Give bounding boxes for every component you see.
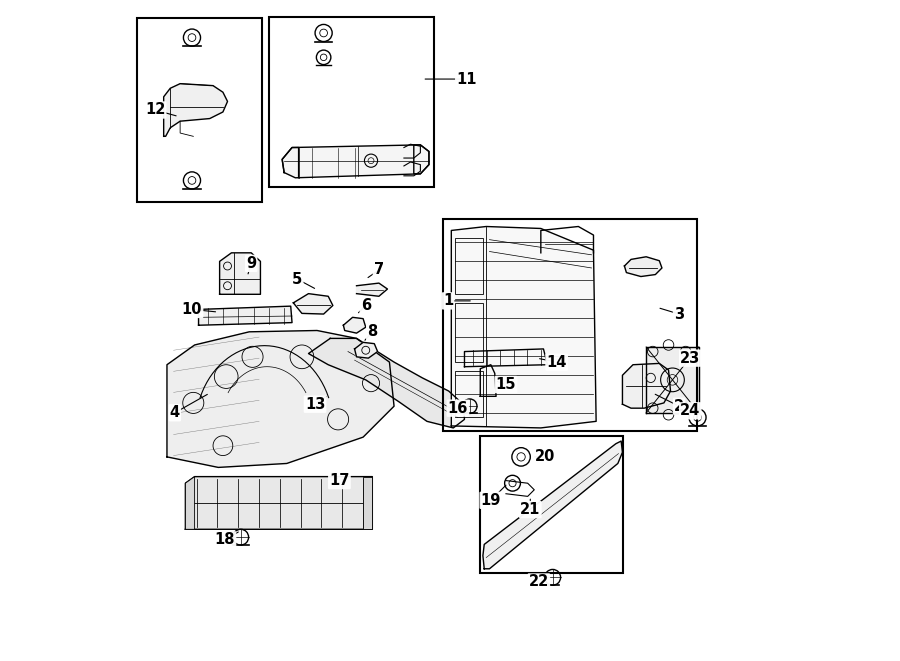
Bar: [138, 18, 263, 202]
Polygon shape: [623, 364, 670, 408]
Text: 9: 9: [247, 256, 256, 271]
Bar: [480, 436, 623, 572]
Text: 10: 10: [182, 302, 202, 317]
Text: 11: 11: [456, 71, 477, 87]
Bar: [269, 17, 434, 187]
Text: 1: 1: [443, 293, 454, 309]
Text: 18: 18: [214, 532, 235, 547]
Text: 24: 24: [680, 403, 700, 418]
Polygon shape: [481, 365, 496, 397]
Text: 7: 7: [374, 262, 384, 278]
Polygon shape: [293, 293, 333, 314]
Polygon shape: [451, 227, 596, 428]
Text: 21: 21: [520, 502, 541, 517]
Polygon shape: [283, 145, 429, 178]
Polygon shape: [483, 441, 623, 568]
Text: 6: 6: [361, 298, 371, 313]
Polygon shape: [625, 256, 662, 276]
Text: 17: 17: [329, 473, 349, 488]
Polygon shape: [199, 306, 292, 325]
Bar: [444, 219, 697, 430]
Polygon shape: [309, 338, 464, 428]
Polygon shape: [167, 330, 394, 467]
Text: 3: 3: [674, 307, 684, 321]
Polygon shape: [464, 349, 547, 367]
Text: 19: 19: [481, 493, 501, 508]
Text: 14: 14: [546, 354, 567, 369]
Text: 2: 2: [674, 399, 684, 414]
Polygon shape: [185, 477, 194, 529]
Polygon shape: [355, 342, 378, 358]
Text: 20: 20: [536, 449, 555, 465]
Polygon shape: [164, 84, 228, 136]
Text: 12: 12: [145, 102, 166, 118]
Text: 13: 13: [305, 397, 325, 412]
Bar: [455, 303, 483, 362]
Text: 16: 16: [447, 401, 468, 416]
Text: 22: 22: [528, 574, 549, 590]
Text: 23: 23: [680, 350, 700, 366]
Bar: [455, 239, 483, 294]
Polygon shape: [344, 317, 365, 333]
Text: 15: 15: [496, 377, 517, 392]
Polygon shape: [356, 283, 388, 296]
Polygon shape: [220, 253, 260, 294]
Text: 4: 4: [170, 405, 180, 420]
Text: 5: 5: [292, 272, 302, 287]
Polygon shape: [646, 347, 698, 412]
Bar: [455, 371, 483, 417]
Polygon shape: [363, 477, 373, 529]
Polygon shape: [185, 477, 373, 529]
Text: 8: 8: [367, 325, 377, 339]
